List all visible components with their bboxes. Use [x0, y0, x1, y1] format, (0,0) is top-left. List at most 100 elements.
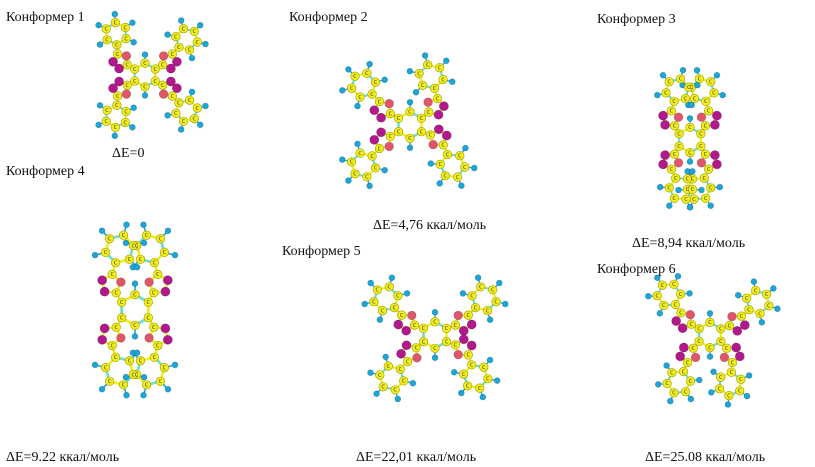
atom-label: C — [139, 359, 143, 365]
nitrogen-atom — [401, 325, 412, 336]
atom-label: C — [439, 162, 443, 168]
carbon-atom — [429, 83, 440, 93]
carbon-atom — [370, 77, 381, 87]
carbon-atom — [669, 96, 679, 106]
carbon-atom — [652, 291, 662, 301]
nitrogen-atom — [97, 334, 108, 345]
atom-label: C — [381, 308, 385, 314]
nitrogen-atom — [401, 340, 412, 351]
carbon-atom — [403, 356, 413, 367]
atom-label: C — [670, 371, 674, 377]
hydrogen-atom — [141, 51, 149, 58]
oxygen-atom — [116, 333, 126, 343]
carbon-atom — [764, 301, 774, 311]
carbon-atom — [432, 93, 443, 104]
atom-label: C — [421, 83, 425, 89]
carbon-atom — [171, 31, 181, 42]
atom-label: C — [128, 359, 132, 365]
carbon-atom — [678, 366, 689, 377]
atom-label: C — [740, 314, 744, 320]
carbon-atom — [385, 131, 395, 141]
atom-label: C — [393, 388, 397, 394]
carbon-atom — [149, 322, 159, 332]
carbon-atom — [112, 49, 123, 59]
carbon-atom — [705, 343, 715, 353]
hydrogen-atom — [131, 280, 139, 287]
carbon-atom — [112, 100, 122, 110]
carbon-atom — [696, 141, 706, 151]
hydrogen-atom — [724, 401, 732, 408]
nitrogen-atom — [712, 159, 722, 170]
carbon-atom — [479, 362, 489, 372]
atom-label: C — [698, 77, 702, 83]
oxygen-atom — [423, 97, 433, 107]
nitrogen-atom — [660, 150, 670, 160]
carbon-atom — [491, 297, 501, 307]
hydrogen-atom — [164, 112, 171, 119]
carbon-atom — [174, 98, 184, 108]
oxygen-atom — [727, 311, 737, 322]
hydrogen-atom — [140, 239, 148, 247]
carbon-atom — [440, 171, 450, 181]
atom-label: C — [479, 285, 483, 291]
atom-label: C — [672, 282, 676, 288]
carbon-atom — [122, 60, 132, 70]
oxygen-atom — [453, 349, 463, 360]
hydrogen-atom — [123, 391, 130, 399]
hydrogen-atom — [686, 290, 693, 297]
atom-label: C — [135, 372, 139, 378]
carbon-atom — [383, 361, 393, 371]
conformer-3-title: Конформер 3 — [597, 12, 676, 27]
atom-label: C — [120, 300, 124, 306]
carbon-atom — [374, 143, 385, 154]
atom-label: C — [429, 133, 433, 139]
oxygen-atom — [384, 141, 394, 152]
hydrogen-atom — [123, 221, 130, 228]
oxygen-atom — [673, 158, 684, 168]
hydrogen-atom — [450, 368, 458, 376]
carbon-atom — [669, 121, 680, 131]
carbon-atom — [107, 341, 117, 351]
atom-label: C — [177, 45, 181, 51]
carbon-atom — [377, 306, 388, 316]
atom-label: C — [143, 85, 147, 91]
carbon-atom — [450, 320, 461, 330]
hydrogen-atom — [122, 373, 130, 381]
carbon-atom — [378, 382, 388, 392]
hydrogen-atom — [196, 21, 204, 29]
carbon-atom — [107, 269, 117, 280]
atom-label: C — [684, 197, 688, 203]
atom-label: C — [174, 34, 178, 40]
atom-label: C — [152, 325, 156, 331]
carbon-atom — [703, 106, 714, 116]
carbon-atom — [467, 360, 477, 370]
carbon-atom — [460, 162, 470, 172]
hydrogen-atom — [95, 21, 102, 29]
hydrogen-atom — [421, 52, 429, 59]
hydrogen-atom — [431, 308, 439, 316]
atom-label: C — [413, 323, 417, 329]
atom-label: C — [662, 303, 666, 309]
nitrogen-atom — [369, 105, 380, 116]
atom-label: C — [670, 109, 674, 115]
atom-label: C — [114, 355, 118, 361]
hydrogen-atom — [140, 373, 148, 381]
atom-label: C — [703, 176, 707, 182]
carbon-atom — [657, 280, 668, 290]
carbon-atom — [149, 288, 159, 298]
atom-label: C — [388, 285, 392, 291]
carbon-atom — [185, 95, 195, 105]
atom-label: C — [397, 130, 401, 136]
hydrogen-atom — [656, 183, 664, 191]
atom-label: C — [374, 80, 378, 86]
atom-label: C — [132, 372, 136, 378]
oxygen-atom — [453, 310, 463, 321]
carbon-atom — [118, 380, 129, 390]
atom-label: C — [704, 196, 708, 202]
carbon-atom — [682, 357, 693, 368]
atom-label: C — [105, 108, 109, 114]
hydrogen-atom — [96, 102, 104, 109]
nitrogen-atom — [441, 130, 452, 141]
carbon-atom — [685, 148, 695, 158]
nitrogen-atom — [108, 56, 118, 67]
